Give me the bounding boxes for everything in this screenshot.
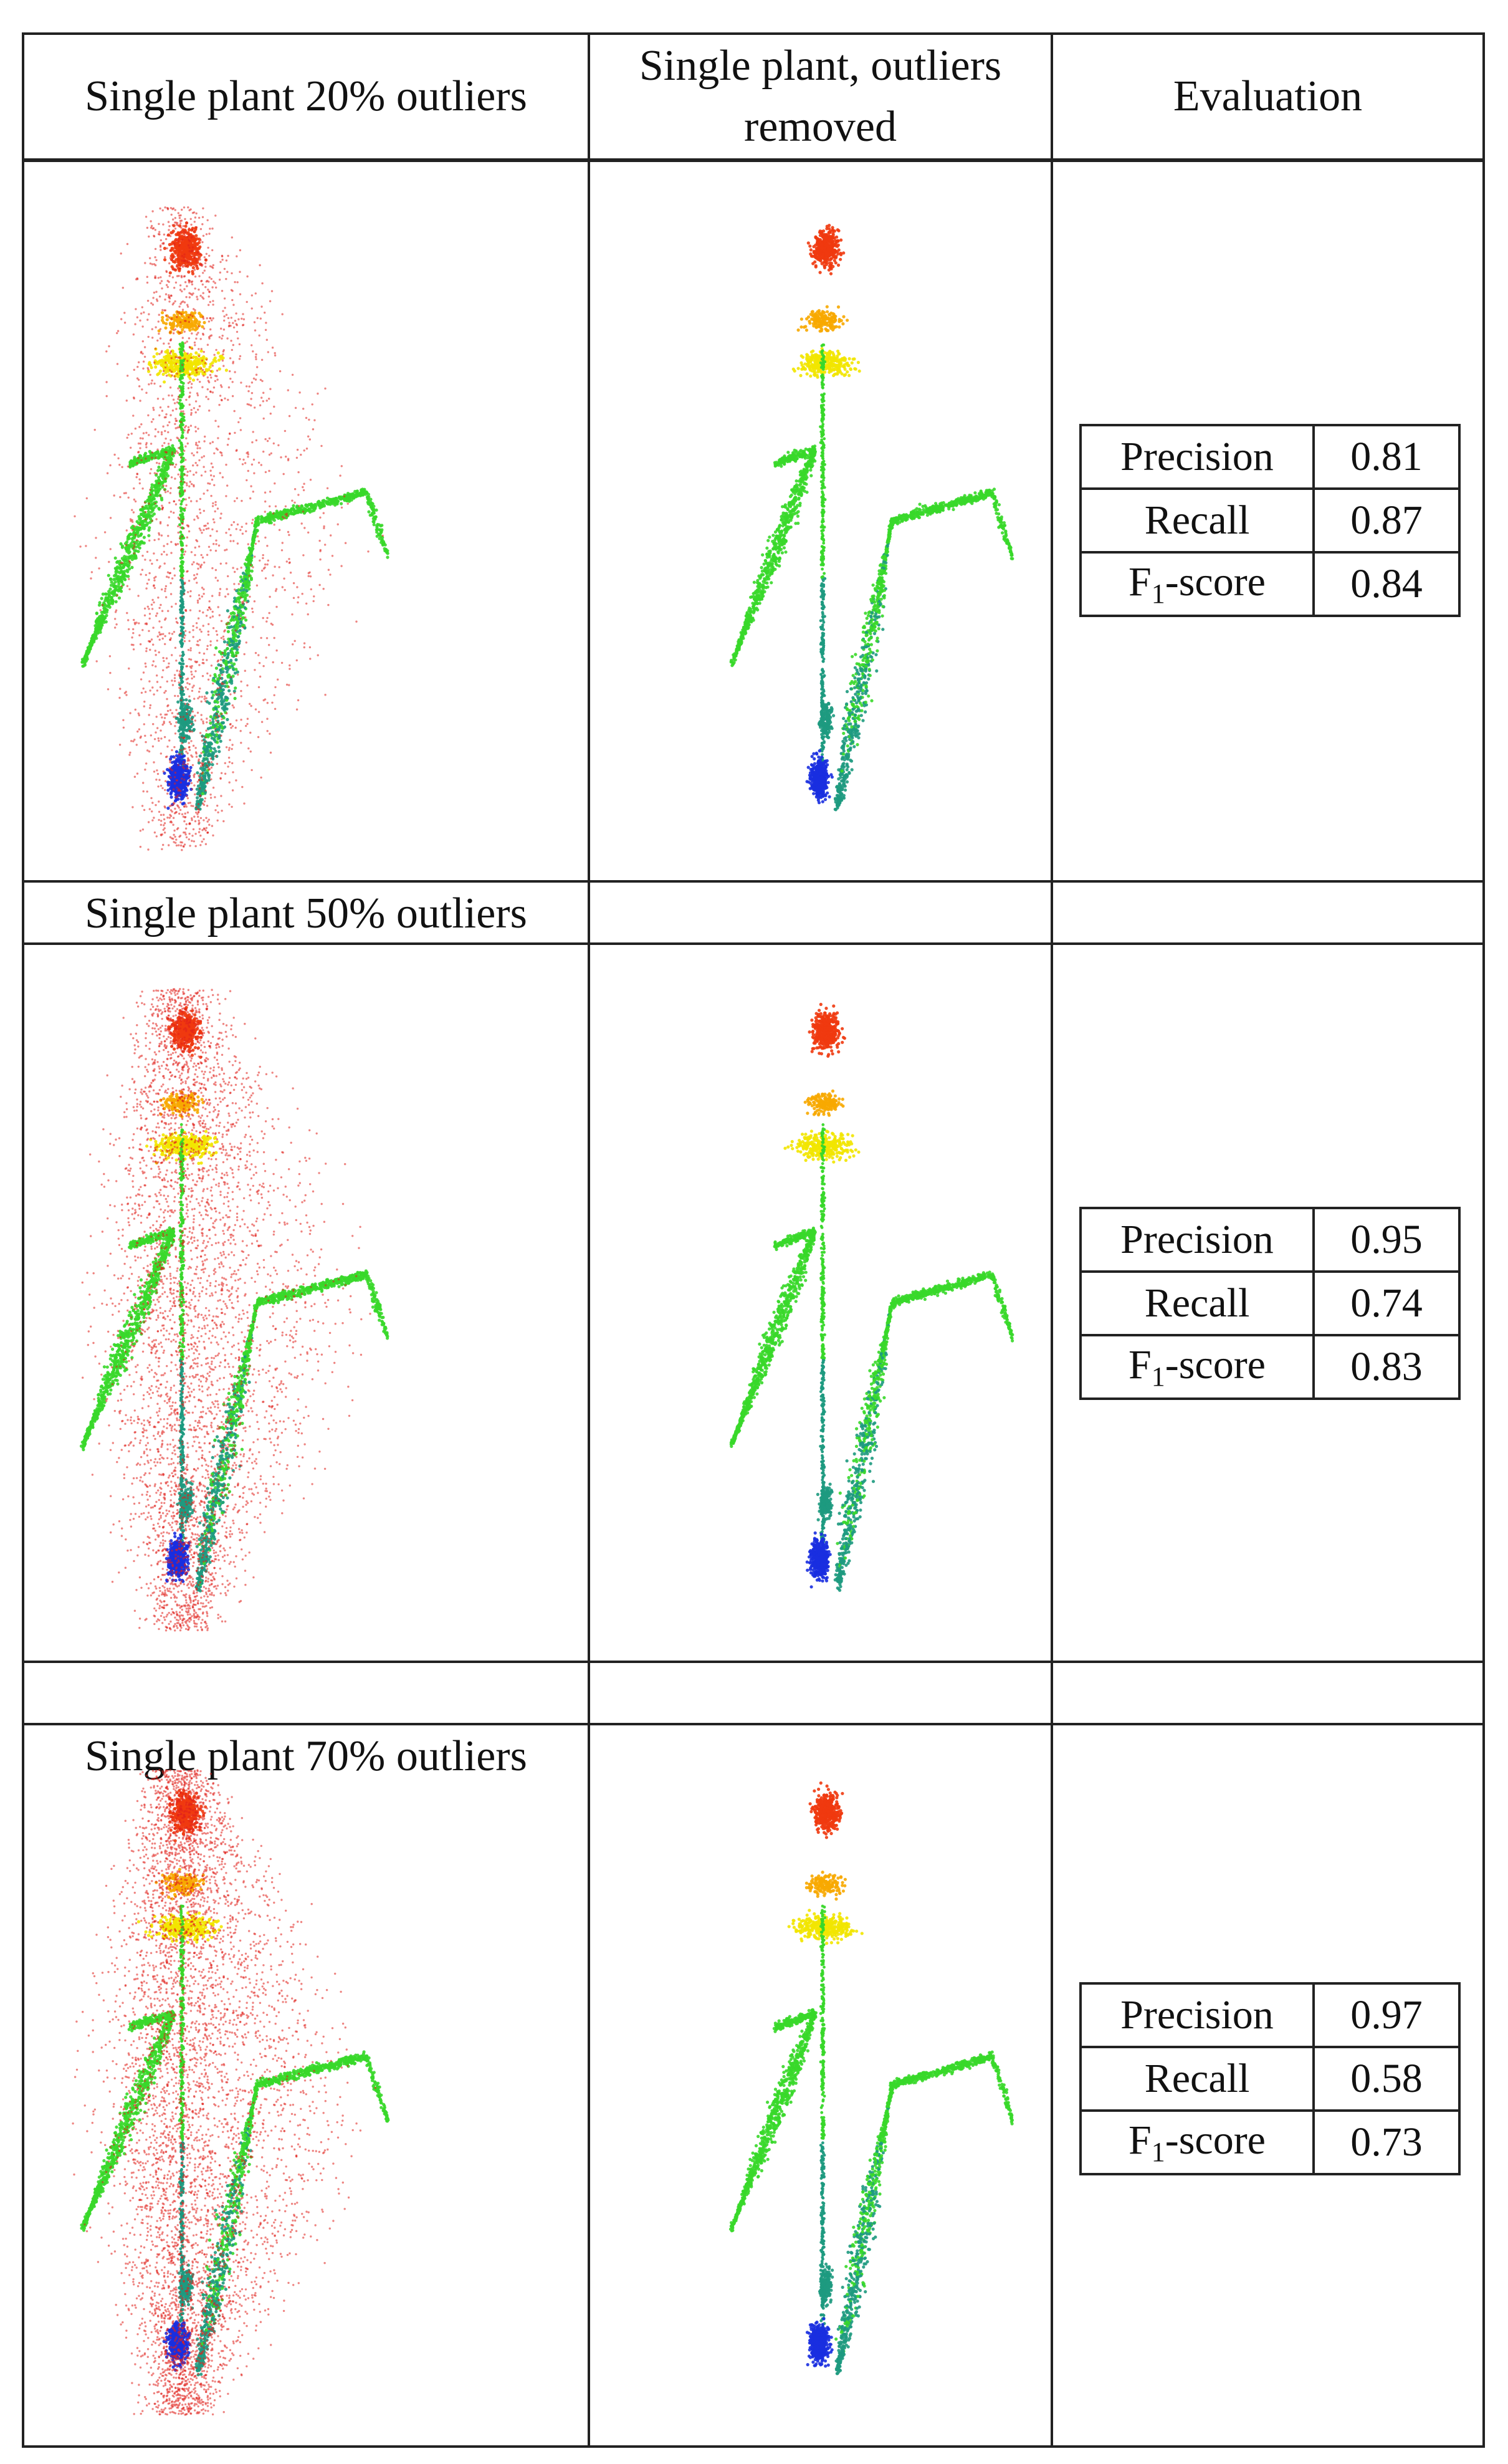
row-divider — [22, 880, 1485, 883]
metric-name: Recall — [1079, 1270, 1315, 1336]
column-divider — [1051, 32, 1053, 2448]
metric-row-precision: Precision 0.95 — [1079, 1207, 1461, 1273]
metric-value: 0.84 — [1312, 551, 1461, 617]
header-col-evaluation: Evaluation — [1053, 35, 1482, 158]
column-divider — [588, 32, 590, 2448]
results-table — [22, 32, 1485, 2448]
evaluation-metrics-50: Precision 0.95 Recall 0.74 F1-score 0.83 — [1079, 1207, 1461, 1400]
metric-name: Recall — [1079, 2046, 1315, 2112]
header-col-cleaned: Single plant, outliers removed — [590, 35, 1051, 158]
clean-point-cloud-70 — [593, 1727, 1048, 2443]
evaluation-metrics-70: Precision 0.97 Recall 0.58 F1-score 0.73 — [1079, 1982, 1461, 2175]
row-divider — [22, 1723, 1485, 1725]
row-label-50: Single plant 50% outliers — [24, 883, 588, 945]
metric-name: Precision — [1079, 424, 1315, 490]
header-rule — [22, 158, 1485, 162]
noisy-point-cloud-20 — [29, 163, 585, 879]
metric-row-precision: Precision 0.81 — [1079, 424, 1461, 490]
metric-value: 0.95 — [1312, 1207, 1461, 1273]
metric-value: 0.97 — [1312, 1982, 1461, 2048]
clean-point-cloud-50 — [593, 946, 1048, 1659]
metric-name: Precision — [1079, 1982, 1315, 2048]
evaluation-metrics-20: Precision 0.81 Recall 0.87 F1-score 0.84 — [1079, 424, 1461, 617]
metric-row-precision: Precision 0.97 — [1079, 1982, 1461, 2048]
metric-name-f1: F1-score — [1079, 551, 1315, 617]
metric-row-recall: Recall 0.74 — [1079, 1270, 1461, 1336]
metric-row-recall: Recall 0.58 — [1079, 2046, 1461, 2112]
metric-row-f1: F1-score 0.83 — [1079, 1334, 1461, 1400]
metric-row-f1: F1-score 0.73 — [1079, 2109, 1461, 2175]
row-divider — [22, 1661, 1485, 1663]
metric-row-f1: F1-score 0.84 — [1079, 551, 1461, 617]
metric-name: Precision — [1079, 1207, 1315, 1273]
metric-value: 0.74 — [1312, 1270, 1461, 1336]
metric-row-recall: Recall 0.87 — [1079, 487, 1461, 554]
metric-value: 0.81 — [1312, 424, 1461, 490]
row-divider — [22, 942, 1485, 945]
metric-name-f1: F1-score — [1079, 1334, 1315, 1400]
noisy-point-cloud-70 — [29, 1727, 585, 2443]
metric-name-f1: F1-score — [1079, 2109, 1315, 2175]
header-col-noisy: Single plant 20% outliers — [24, 35, 588, 158]
metric-value: 0.83 — [1312, 1334, 1461, 1400]
metric-value: 0.87 — [1312, 487, 1461, 554]
clean-point-cloud-20 — [593, 163, 1048, 879]
row-label-70: Single plant 70% outliers — [24, 1725, 588, 1788]
metric-name: Recall — [1079, 487, 1315, 554]
noisy-point-cloud-50 — [29, 946, 585, 1659]
metric-value: 0.73 — [1312, 2109, 1461, 2175]
metric-value: 0.58 — [1312, 2046, 1461, 2112]
